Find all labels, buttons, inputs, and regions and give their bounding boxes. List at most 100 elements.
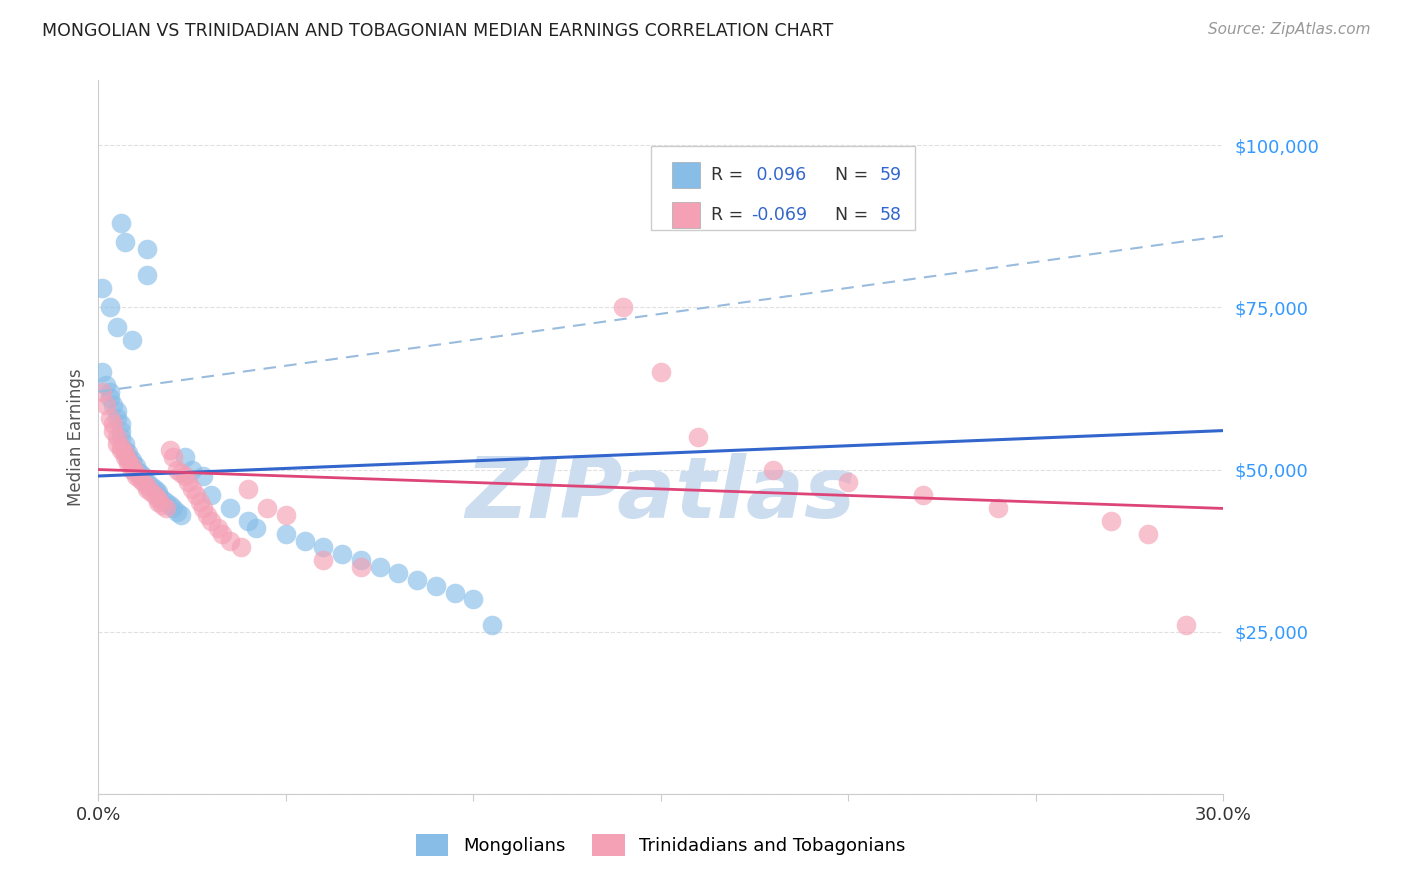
Point (170, 466, 193, 480)
Point (125, 469, 148, 483)
Point (117, 456, 139, 470)
Point (166, 462, 188, 476)
Point (1099, 515, 1122, 529)
Point (132, 475, 155, 490)
Text: 0.096: 0.096 (751, 166, 806, 185)
Y-axis label: Median Earnings: Median Earnings (66, 368, 84, 506)
Point (143, 488, 166, 502)
Point (114, 235, 136, 250)
Point (125, 459, 148, 474)
Text: -0.069: -0.069 (751, 206, 807, 224)
Point (912, 488, 935, 502)
Point (170, 508, 193, 522)
Point (162, 501, 184, 516)
Point (148, 491, 170, 506)
Point (155, 501, 177, 516)
Point (159, 443, 181, 458)
Point (136, 482, 159, 496)
Point (155, 495, 177, 509)
Point (238, 482, 260, 496)
Point (173, 469, 195, 483)
Point (159, 498, 181, 512)
Point (481, 618, 503, 632)
Point (103, 417, 125, 431)
Point (368, 559, 391, 574)
Text: 58: 58 (880, 206, 903, 224)
Point (837, 475, 859, 490)
Point (98, 391, 121, 405)
Point (193, 501, 215, 516)
Point (443, 586, 465, 600)
Point (117, 446, 139, 460)
Point (193, 469, 215, 483)
Point (200, 488, 222, 502)
Text: R =: R = (711, 206, 749, 224)
Point (195, 508, 218, 522)
Point (117, 452, 139, 467)
Point (114, 450, 136, 464)
Point (139, 479, 162, 493)
Point (125, 466, 148, 480)
Point (136, 479, 159, 493)
Point (150, 498, 173, 512)
Point (688, 430, 710, 444)
Point (110, 216, 132, 230)
Point (105, 410, 128, 425)
Point (218, 533, 240, 548)
Point (294, 533, 316, 548)
Point (1174, 618, 1197, 632)
Point (110, 430, 132, 444)
Point (91, 365, 114, 379)
Point (103, 424, 125, 438)
Point (463, 592, 485, 607)
Point (166, 505, 188, 519)
Point (128, 466, 150, 480)
Point (188, 495, 211, 509)
Point (136, 268, 159, 282)
Point (121, 333, 143, 347)
Point (105, 319, 128, 334)
Point (110, 443, 132, 458)
Point (114, 446, 136, 460)
Point (762, 462, 785, 476)
Point (136, 475, 159, 490)
Point (181, 462, 204, 476)
Point (114, 436, 136, 450)
Text: ZIPatlas: ZIPatlas (465, 452, 856, 536)
Point (177, 475, 200, 490)
Point (181, 482, 204, 496)
Text: MONGOLIAN VS TRINIDADIAN AND TOBAGONIAN MEDIAN EARNINGS CORRELATION CHART: MONGOLIAN VS TRINIDADIAN AND TOBAGONIAN … (42, 22, 834, 40)
Point (98, 384, 121, 399)
Point (128, 472, 150, 486)
Point (148, 485, 170, 500)
Point (121, 452, 143, 467)
Point (200, 515, 222, 529)
Point (132, 472, 155, 486)
Point (245, 521, 267, 535)
Point (121, 456, 143, 470)
Point (312, 553, 335, 567)
Point (121, 459, 143, 474)
Legend: Mongolians, Trinidadians and Tobagonians: Mongolians, Trinidadians and Tobagonians (409, 827, 912, 863)
Point (91, 281, 114, 295)
Point (274, 527, 297, 541)
Point (229, 541, 252, 555)
Point (136, 242, 159, 256)
Point (110, 440, 132, 454)
Point (350, 559, 373, 574)
Point (256, 501, 278, 516)
Point (987, 501, 1010, 516)
Point (312, 541, 335, 555)
Point (121, 462, 143, 476)
Point (150, 491, 173, 506)
Point (173, 450, 195, 464)
Text: N =: N = (824, 206, 873, 224)
Point (350, 553, 373, 567)
Point (238, 515, 260, 529)
Point (274, 508, 297, 522)
Point (211, 527, 233, 541)
Point (143, 482, 166, 496)
Point (218, 501, 240, 516)
Point (98, 301, 121, 315)
Point (105, 430, 128, 444)
